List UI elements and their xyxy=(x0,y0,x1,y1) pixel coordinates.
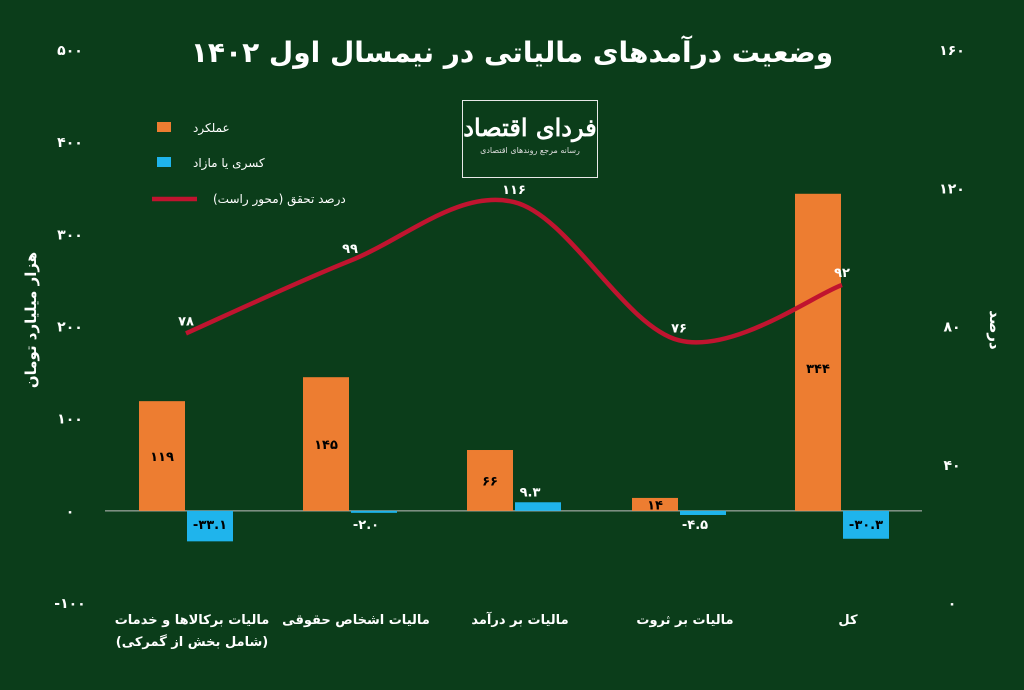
y-right-tick-label: ۱۲۰ xyxy=(939,181,965,197)
bar-performance xyxy=(795,193,841,511)
x-category-label: مالیات اشخاص حقوقی xyxy=(282,613,430,628)
line-point-label: ۹۹ xyxy=(342,242,358,257)
legend-swatch-performance xyxy=(157,122,171,132)
bar-deficit-surplus xyxy=(680,510,726,515)
line-point-label: ۱۱۶ xyxy=(502,183,526,198)
bar-performance xyxy=(139,401,185,511)
series-line-achievement xyxy=(185,197,843,345)
bar-deficit-surplus-label: -۲.۰ xyxy=(353,518,379,533)
x-category-label: (شامل بخش از گمرکی) xyxy=(116,634,268,650)
bar-performance xyxy=(303,377,349,511)
legend-label-performance: عملکرد xyxy=(193,121,230,136)
logo-sub-text: رسانه مرجع روندهای اقتصادی xyxy=(480,146,580,155)
legend-label-line: درصد تحقق (محور راست) xyxy=(213,192,346,207)
bar-deficit-surplus-label: -۴.۵ xyxy=(682,518,708,533)
bar-deficit-surplus xyxy=(843,510,889,539)
bar-performance-label: ۱۱۹ xyxy=(150,450,174,465)
bar-performance-label: ۳۴۴ xyxy=(806,362,830,377)
bar-performance xyxy=(632,497,678,511)
logo-main-text: فردای اقتصاد xyxy=(463,113,597,142)
line-point-label: ۹۲ xyxy=(834,266,850,281)
y-right-tick-label: ۸۰ xyxy=(943,320,960,336)
chart-title: وضعیت درآمدهای مالیاتی در نیمسال اول ۱۴۰… xyxy=(191,35,833,69)
y-left-tick-label: ۲۰۰ xyxy=(57,320,83,336)
y-left-tick-label: ۱۰۰ xyxy=(57,412,83,428)
y-left-tick-label: ۵۰۰ xyxy=(57,43,83,59)
y-left-tick-label: ۳۰۰ xyxy=(57,227,83,243)
x-category-label: مالیات بر درآمد xyxy=(471,611,568,628)
bar-deficit-surplus xyxy=(187,510,233,542)
bar-performance xyxy=(467,450,513,511)
y-left-tick-label: ۰ xyxy=(66,504,75,520)
legend-swatch-deficit xyxy=(157,157,171,167)
y-right-axis-title: درصد xyxy=(986,310,1004,350)
logo: فردای اقتصاد رسانه مرجع روندهای اقتصادی xyxy=(462,100,598,178)
x-category-label: مالیات بر ثروت xyxy=(636,613,733,628)
y-right-tick-label: ۰ xyxy=(948,596,957,612)
line-point-label: ۷۶ xyxy=(671,321,687,336)
bar-performance-label: ۱۴ xyxy=(647,498,663,513)
x-category-label: مالیات برکالاها و خدمات xyxy=(115,613,270,628)
bar-deficit-surplus-label: -۳۳.۱ xyxy=(193,518,227,533)
bar-deficit-surplus-label: -۳۰.۳ xyxy=(849,518,883,533)
line-point-label: ۷۸ xyxy=(178,314,194,329)
bar-deficit-surplus xyxy=(515,502,561,511)
y-left-tick-label: ۴۰۰ xyxy=(57,135,83,151)
y-right-tick-label: ۴۰ xyxy=(943,458,960,474)
legend-label-deficit: کسری یا مازاد xyxy=(193,156,265,171)
y-left-tick-label: -۱۰۰ xyxy=(54,596,85,612)
bar-performance-label: ۱۴۵ xyxy=(314,438,338,453)
bar-deficit-surplus-label: ۹.۳ xyxy=(520,485,541,500)
bar-deficit-surplus xyxy=(351,510,397,513)
y-right-tick-label: ۱۶۰ xyxy=(939,43,965,59)
bar-performance-label: ۶۶ xyxy=(482,474,498,489)
x-category-label: کل xyxy=(838,613,858,628)
y-left-axis-title: هزار میلیارد تومان xyxy=(22,252,40,388)
